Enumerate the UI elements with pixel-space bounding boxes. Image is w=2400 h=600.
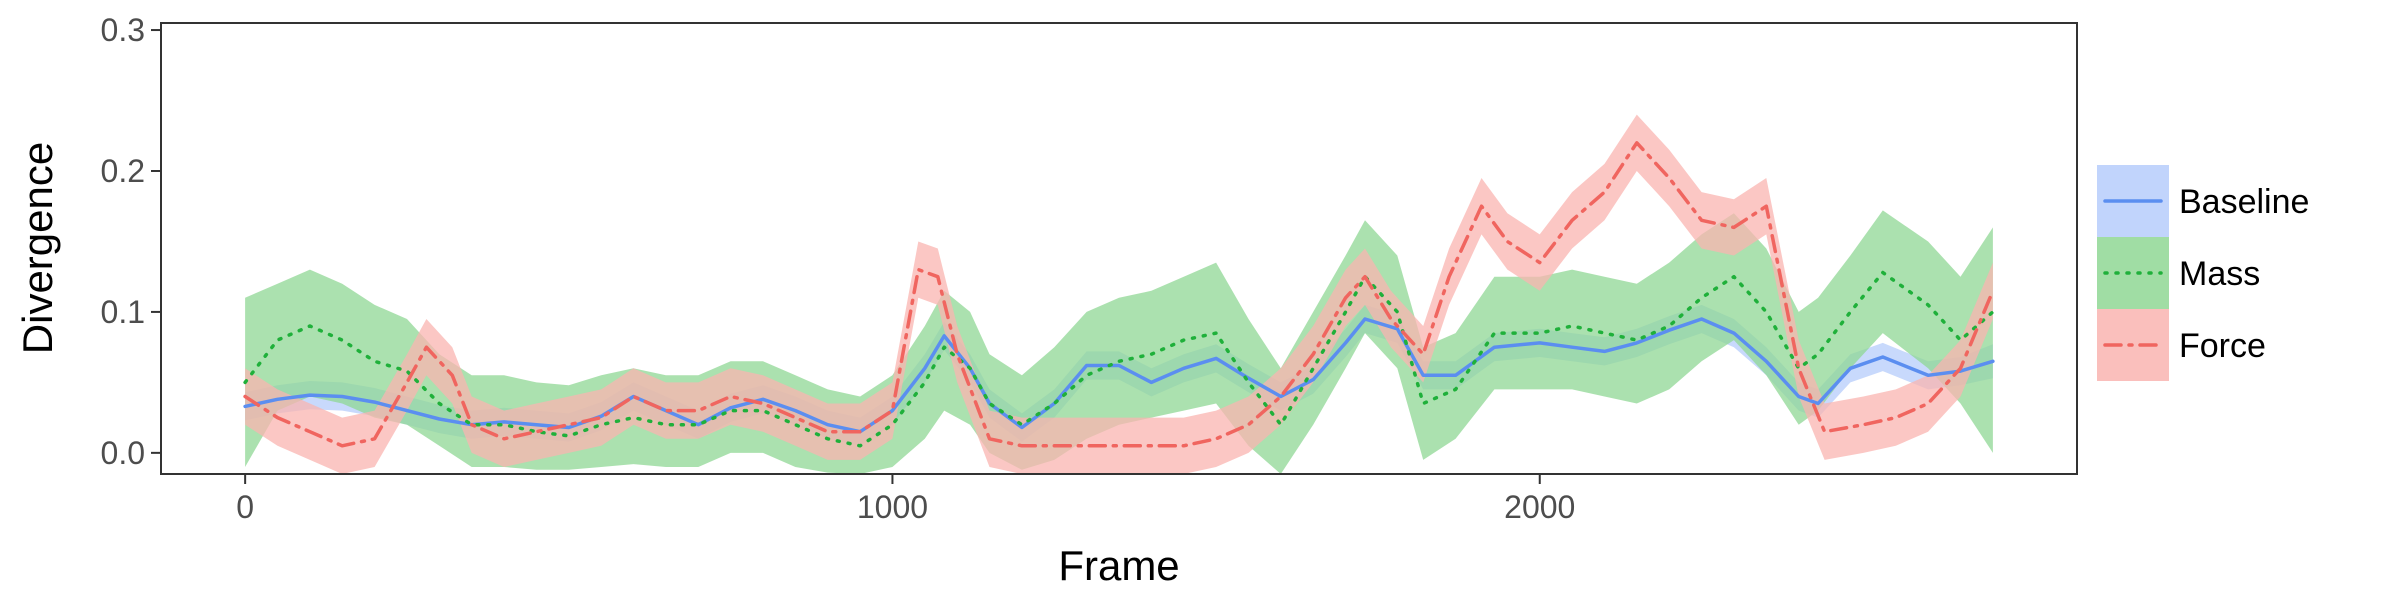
y-tick-label: 0.0 <box>101 435 145 471</box>
series-lines <box>243 141 1995 448</box>
force-confidence-band <box>245 114 1993 474</box>
y-axis-title: Divergence <box>14 142 61 354</box>
x-axis: 0 1000 2000 <box>236 474 1575 525</box>
x-tick-label: 1000 <box>857 489 928 525</box>
legend-label-force: Force <box>2179 327 2266 365</box>
y-tick-label: 0.3 <box>101 12 145 48</box>
plot-panel-border <box>160 22 2078 475</box>
y-tick-label: 0.2 <box>101 153 145 189</box>
x-tick-label: 0 <box>236 489 254 525</box>
legend-label-mass: Mass <box>2179 255 2260 293</box>
y-axis: 0.0 0.1 0.2 0.3 <box>101 12 161 471</box>
legend-label-baseline: Baseline <box>2179 183 2309 221</box>
baseline-line <box>243 317 1995 434</box>
x-tick-label: 2000 <box>1504 489 1575 525</box>
legend-key-mass <box>2097 237 2169 309</box>
y-tick-label: 0.1 <box>101 294 145 330</box>
legend: Baseline Mass Force <box>2097 165 2309 381</box>
force-line <box>243 141 1995 448</box>
x-axis-title: Frame <box>1058 542 1179 589</box>
confidence-bands <box>245 114 1993 474</box>
mass-line <box>243 270 1995 448</box>
